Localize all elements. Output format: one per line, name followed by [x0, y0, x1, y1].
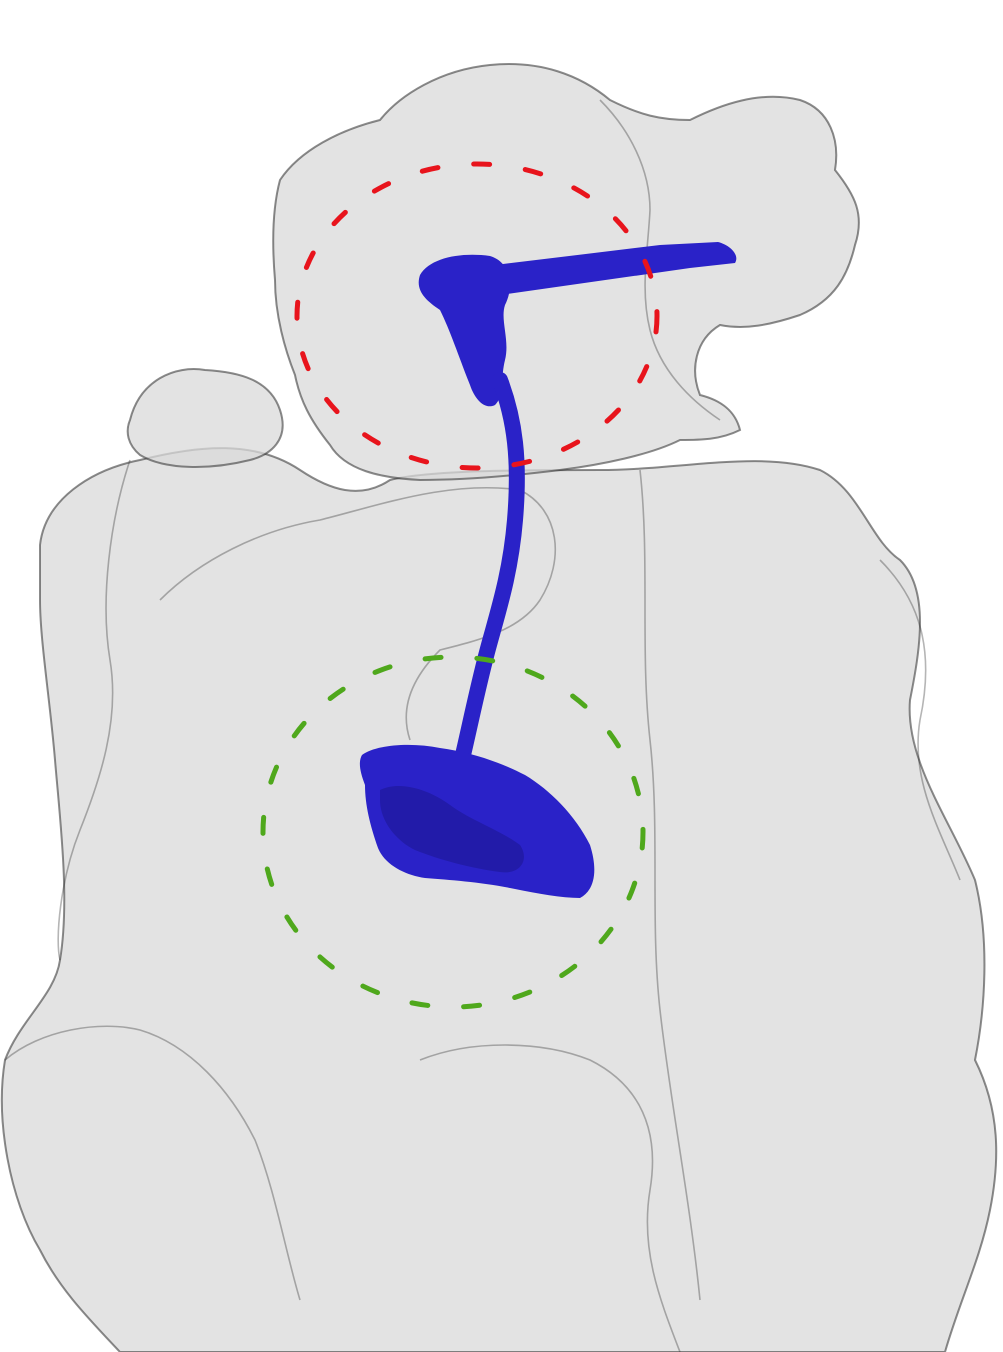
surface-right-bulge: [879, 559, 961, 881]
surface-left-lobe: [126, 368, 284, 468]
density-lower-shade: [380, 785, 524, 873]
surface-left-ridge: [57, 459, 131, 961]
density-upper-blob: [418, 254, 510, 407]
upper-marker-circle: [294, 161, 660, 471]
surface-inner-fold: [159, 486, 557, 741]
surface-lower-fold: [419, 1044, 681, 1352]
surface-lower-left: [4, 1025, 301, 1301]
lower-marker-circle: [260, 654, 646, 1010]
surface-body: [0, 447, 998, 1352]
surface-right-ridge: [639, 469, 701, 1301]
highlighted-density: [359, 242, 737, 898]
density-upper-arm: [495, 242, 737, 295]
density-stalk: [455, 372, 525, 763]
